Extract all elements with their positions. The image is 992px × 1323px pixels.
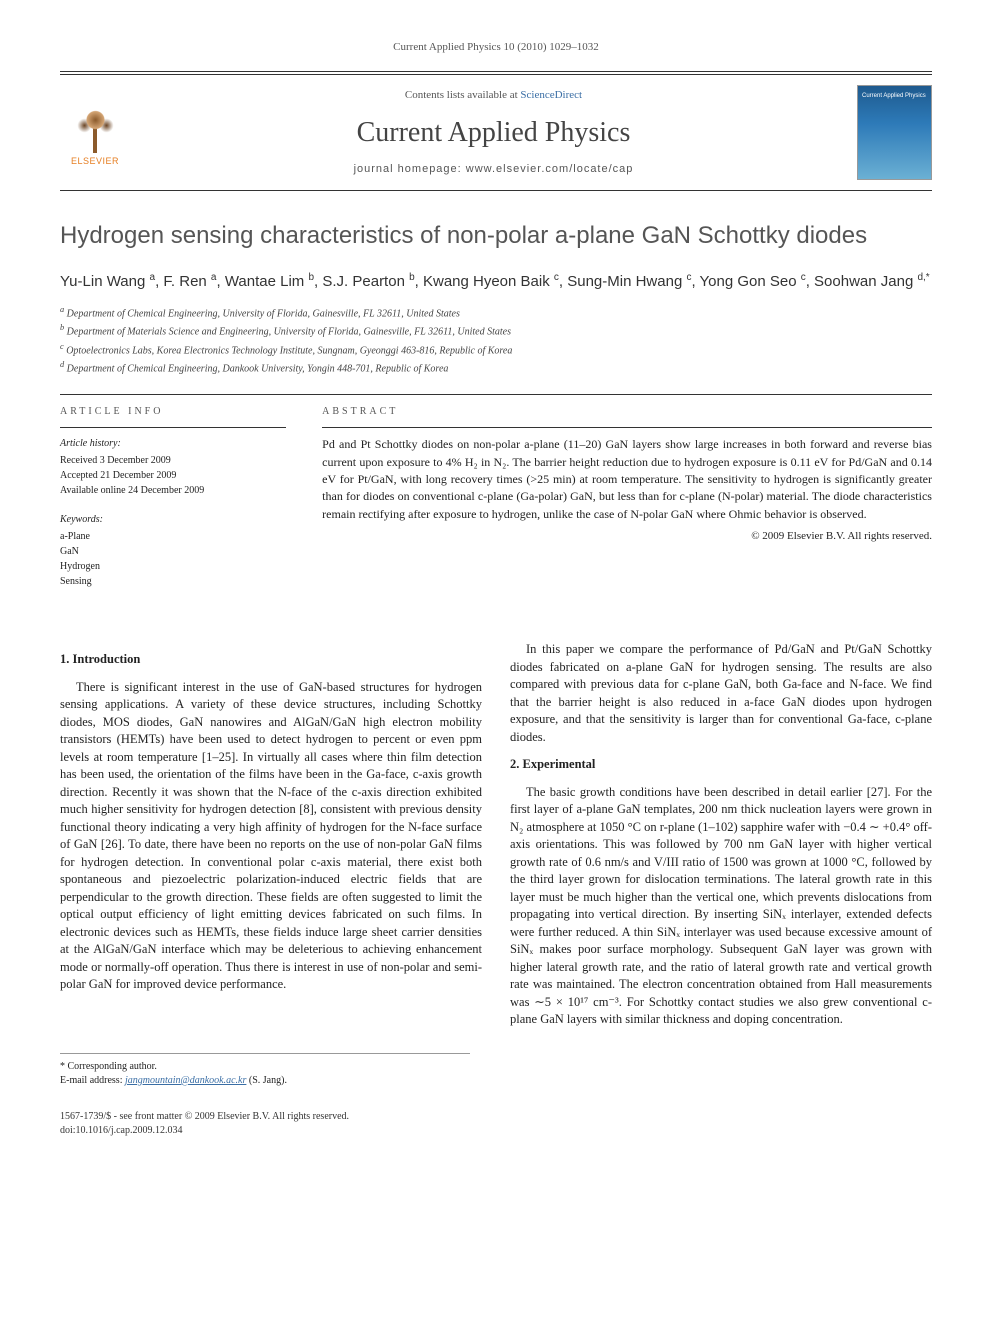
keyword: GaN	[60, 544, 286, 559]
doi-line: doi:10.1016/j.cap.2009.12.034	[60, 1124, 349, 1138]
abstract-heading: ABSTRACT	[322, 405, 932, 428]
homepage-url[interactable]: www.elsevier.com/locate/cap	[466, 163, 634, 175]
homepage-line: journal homepage: www.elsevier.com/locat…	[130, 162, 857, 177]
intro-heading: 1. Introduction	[60, 651, 482, 669]
affiliation: d Department of Chemical Engineering, Da…	[60, 359, 932, 376]
keywords-label: Keywords:	[60, 512, 286, 527]
issn-line: 1567-1739/$ - see front matter © 2009 El…	[60, 1110, 349, 1124]
masthead-center: Contents lists available at ScienceDirec…	[130, 88, 857, 178]
email-label: E-mail address:	[60, 1075, 125, 1086]
received: Received 3 December 2009	[60, 453, 286, 468]
online: Available online 24 December 2009	[60, 483, 286, 498]
intro-para-1: There is significant interest in the use…	[60, 679, 482, 994]
journal-name: Current Applied Physics	[130, 113, 857, 152]
author-list: Yu-Lin Wang a, F. Ren a, Wantae Lim b, S…	[60, 271, 932, 292]
footer-left: 1567-1739/$ - see front matter © 2009 El…	[60, 1110, 349, 1138]
elsevier-logo: ELSEVIER	[60, 94, 130, 172]
article-info-heading: ARTICLE INFO	[60, 405, 286, 428]
abstract-copyright: © 2009 Elsevier B.V. All rights reserved…	[322, 529, 932, 544]
cover-title: Current Applied Physics	[862, 92, 927, 100]
intro-para-2: In this paper we compare the performance…	[510, 641, 932, 746]
keyword: Sensing	[60, 574, 286, 589]
affiliation: c Optoelectronics Labs, Korea Electronic…	[60, 341, 932, 358]
exp-para-1: The basic growth conditions have been de…	[510, 784, 932, 1029]
corresponding-author-footer: * Corresponding author. E-mail address: …	[60, 1053, 470, 1088]
contents-prefix: Contents lists available at	[405, 89, 520, 101]
email-link[interactable]: jangmountain@dankook.ac.kr	[125, 1075, 246, 1086]
affiliation: a Department of Chemical Engineering, Un…	[60, 304, 932, 321]
homepage-prefix: journal homepage:	[354, 163, 466, 175]
sciencedirect-link[interactable]: ScienceDirect	[520, 89, 582, 101]
abstract-text: Pd and Pt Schottky diodes on non-polar a…	[322, 436, 932, 523]
experimental-heading: 2. Experimental	[510, 756, 932, 774]
article-info: ARTICLE INFO Article history: Received 3…	[60, 395, 304, 613]
corresp-email-line: E-mail address: jangmountain@dankook.ac.…	[60, 1074, 470, 1088]
corresp-label: * Corresponding author.	[60, 1060, 470, 1074]
top-rule	[60, 71, 932, 72]
accepted: Accepted 21 December 2009	[60, 468, 286, 483]
keywords-block: Keywords: a-PlaneGaNHydrogenSensing	[60, 512, 286, 589]
keyword: a-Plane	[60, 529, 286, 544]
email-author-name: (S. Jang).	[246, 1075, 287, 1086]
page-footer: 1567-1739/$ - see front matter © 2009 El…	[60, 1110, 932, 1138]
article-history: Article history: Received 3 December 200…	[60, 436, 286, 498]
abstract: ABSTRACT Pd and Pt Schottky diodes on no…	[304, 395, 932, 613]
affiliation: b Department of Materials Science and En…	[60, 322, 932, 339]
elsevier-label: ELSEVIER	[71, 155, 119, 168]
journal-cover-thumbnail: Current Applied Physics	[857, 85, 932, 180]
body-columns: 1. Introduction There is significant int…	[60, 641, 932, 1029]
keyword: Hydrogen	[60, 559, 286, 574]
affiliations: a Department of Chemical Engineering, Un…	[60, 304, 932, 376]
contents-line: Contents lists available at ScienceDirec…	[130, 88, 857, 103]
running-header: Current Applied Physics 10 (2010) 1029–1…	[60, 40, 932, 55]
article-title: Hydrogen sensing characteristics of non-…	[60, 219, 932, 253]
history-label: Article history:	[60, 436, 286, 451]
elsevier-tree-icon	[68, 98, 123, 153]
masthead: ELSEVIER Contents lists available at Sci…	[60, 74, 932, 191]
info-abstract-row: ARTICLE INFO Article history: Received 3…	[60, 394, 932, 613]
